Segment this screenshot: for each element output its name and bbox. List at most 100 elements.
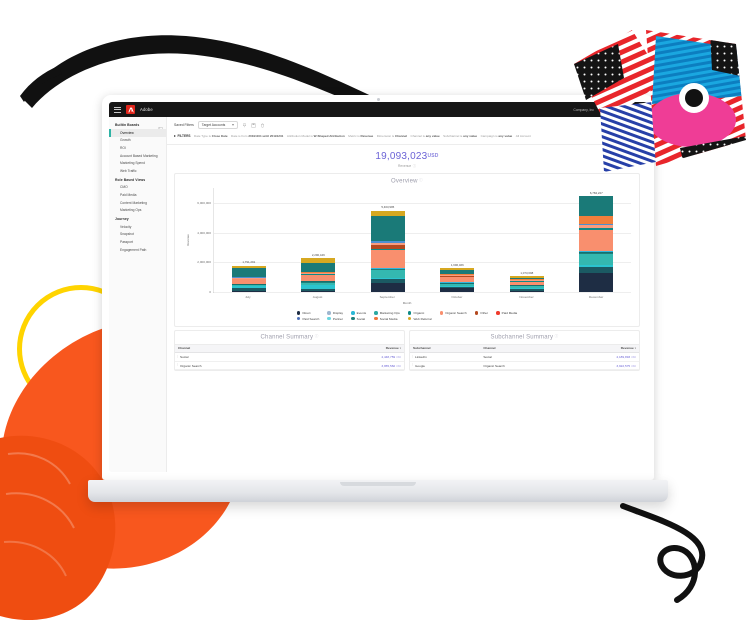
- legend-item[interactable]: Paid Media: [496, 311, 517, 315]
- filter-chip-account[interactable]: All Account: [516, 134, 531, 138]
- app-screen: Adobe Company, Inc ?: [109, 102, 647, 472]
- run-button[interactable]: Run: [622, 132, 640, 139]
- stacked-bar[interactable]: [579, 196, 613, 292]
- sidebar-item-growth[interactable]: Growth: [109, 137, 166, 145]
- sidebar-item-content-marketing[interactable]: Content Marketing: [109, 199, 166, 207]
- table-row[interactable]: LinkedIn Social 4,189,893USD: [410, 353, 639, 362]
- stacked-bar[interactable]: [301, 258, 335, 292]
- info-icon[interactable]: ⓘ: [413, 163, 416, 168]
- bar-column[interactable]: 2,290,449: [284, 188, 354, 292]
- saved-filters-select[interactable]: Target Accounts: [198, 121, 238, 129]
- pin-icon[interactable]: [242, 123, 247, 128]
- info-icon[interactable]: ⓘ: [419, 178, 423, 182]
- sidebar-item-account-based-marketing[interactable]: Account Based Marketing: [109, 152, 166, 160]
- save-icon[interactable]: [251, 123, 256, 128]
- legend-item[interactable]: Paid Search: [297, 317, 319, 321]
- delete-icon[interactable]: [260, 123, 265, 128]
- legend-item[interactable]: Marketing Ops: [374, 311, 400, 315]
- column-header-channel[interactable]: Channel: [480, 344, 562, 353]
- column-header-revenue[interactable]: Revenue▾: [562, 344, 639, 353]
- sidebar-item-marketing-spend[interactable]: Marketing Spend: [109, 159, 166, 167]
- bar-segment[interactable]: [440, 288, 474, 292]
- bar-segment[interactable]: [579, 273, 613, 292]
- table-row[interactable]: Organic Search 3,955,582USD: [175, 361, 404, 370]
- filter-chip-campaign[interactable]: Campaign is any value: [481, 134, 513, 138]
- bar-column[interactable]: 1,696,466: [423, 188, 493, 292]
- bar-segment[interactable]: [510, 291, 544, 292]
- hamburger-icon[interactable]: [114, 107, 121, 113]
- bar-segment[interactable]: [371, 216, 405, 241]
- legend-color-dot: [327, 311, 331, 315]
- legend-item[interactable]: Direct: [297, 311, 319, 315]
- search-icon[interactable]: [599, 106, 606, 113]
- legend-item[interactable]: Display: [327, 311, 343, 315]
- apps-grid-icon[interactable]: [623, 106, 630, 113]
- info-icon[interactable]: ⓘ: [315, 334, 319, 338]
- cell-subchannel: Google: [410, 361, 480, 370]
- legend-item[interactable]: Events: [351, 311, 366, 315]
- sidebar-item-paid-media[interactable]: Paid Media: [109, 191, 166, 199]
- legend-item[interactable]: Organic: [408, 311, 432, 315]
- legend-item[interactable]: Social: [351, 317, 366, 321]
- bar-segment[interactable]: [579, 254, 613, 265]
- panel-collapse-icon[interactable]: [158, 119, 163, 124]
- filter-chip-attribution-model[interactable]: Attribution Model is W-Shaped Attributio…: [287, 134, 345, 138]
- filter-chip-date-type[interactable]: Date Type is Close Date: [194, 134, 227, 138]
- stacked-bar[interactable]: [232, 266, 266, 293]
- bar-segment[interactable]: [232, 291, 266, 292]
- table-row[interactable]: Google Organic Search 3,922,575USD: [410, 361, 639, 370]
- sidebar-item-roi[interactable]: ROI: [109, 144, 166, 152]
- sidebar-item-overview[interactable]: Overview: [109, 129, 166, 137]
- filters-toggle[interactable]: FILTERS: [174, 134, 191, 138]
- legend-label: Events: [357, 311, 366, 315]
- bar-segment[interactable]: [579, 196, 613, 216]
- bar-column[interactable]: 1,073,698: [492, 188, 562, 292]
- bar-column[interactable]: 6,784,227: [562, 188, 632, 292]
- sidebar-item-cmo[interactable]: CMO: [109, 184, 166, 192]
- legend-item[interactable]: Other: [475, 311, 488, 315]
- column-header-revenue[interactable]: Revenue▾: [298, 344, 404, 353]
- bar-segment[interactable]: [232, 268, 266, 276]
- bar-column[interactable]: 5,463,995: [353, 188, 423, 292]
- filter-chip-subchannel[interactable]: Subchannel is any value: [443, 134, 477, 138]
- column-header-subchannel[interactable]: Subchannel: [410, 344, 480, 353]
- filter-chip-metric[interactable]: Metric is Revenue: [348, 134, 373, 138]
- sidebar-item-web-traffic[interactable]: Web Traffic: [109, 167, 166, 175]
- bar-segment[interactable]: [371, 283, 405, 292]
- info-icon[interactable]: ⓘ: [555, 334, 559, 338]
- bar-segment[interactable]: [301, 263, 335, 272]
- sidebar-item-passport[interactable]: Passport: [109, 238, 166, 246]
- filter-chip-channel[interactable]: Channel is any value: [411, 134, 440, 138]
- table-row[interactable]: Social 4,448,759USD: [175, 353, 404, 362]
- sidebar-item-engagement-path[interactable]: Engagement Path: [109, 246, 166, 254]
- filter-chip-dimension[interactable]: Dimension is Channel: [377, 134, 407, 138]
- sidebar-item-velocity[interactable]: Velocity: [109, 223, 166, 231]
- help-icon[interactable]: ?: [611, 106, 618, 113]
- saved-filters-label: Saved Filters: [174, 123, 194, 127]
- bar-segment[interactable]: [301, 291, 335, 292]
- bar-segment[interactable]: [579, 216, 613, 224]
- company-selector[interactable]: Company, Inc: [573, 108, 594, 112]
- sidebar-item-marketing-ops[interactable]: Marketing Ops: [109, 206, 166, 214]
- legend-item[interactable]: Social Media: [374, 317, 400, 321]
- sidebar-item-snapshot[interactable]: Snapshot: [109, 231, 166, 239]
- bar-segment[interactable]: [371, 250, 405, 268]
- bar-segment[interactable]: [579, 230, 613, 252]
- bar-segment[interactable]: [371, 270, 405, 277]
- stacked-bar[interactable]: [440, 268, 474, 292]
- filter-chip-date-range[interactable]: Date is from 20191101 until 20191231: [231, 134, 283, 138]
- column-header-channel[interactable]: Channel: [175, 344, 298, 353]
- legend-item[interactable]: Web Referral: [408, 317, 432, 321]
- legend-item[interactable]: Partner: [327, 317, 343, 321]
- legend-item[interactable]: Organic Search: [440, 311, 467, 315]
- stacked-bar[interactable]: [510, 276, 544, 292]
- x-axis-tick-label: December: [561, 293, 631, 299]
- bar-column[interactable]: 1,791,291: [214, 188, 284, 292]
- x-axis-tick-label: November: [492, 293, 562, 299]
- notification-bell-icon[interactable]: [635, 106, 642, 113]
- stacked-bar[interactable]: [371, 211, 405, 292]
- adobe-logo-icon[interactable]: [126, 105, 135, 114]
